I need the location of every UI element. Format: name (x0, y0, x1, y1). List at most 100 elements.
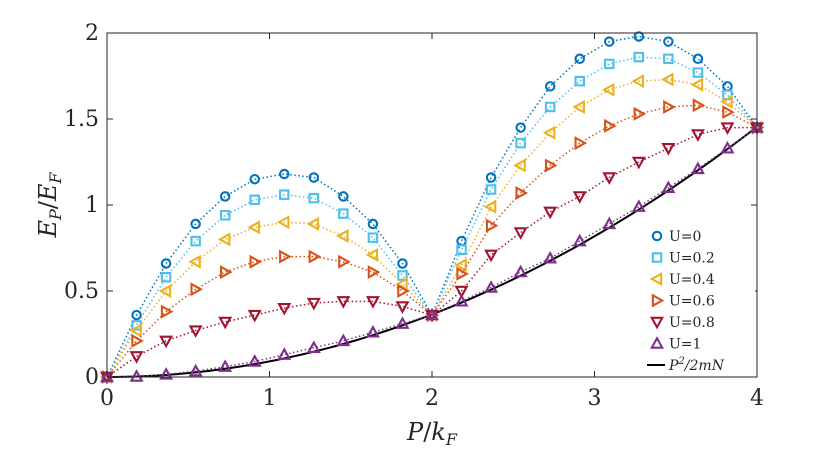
data-point (483, 199, 497, 214)
data-point (425, 307, 439, 321)
legend-marker (651, 230, 663, 242)
legend-item: U=0.8 (650, 315, 715, 331)
series-group (99, 31, 765, 385)
data-point (456, 266, 469, 281)
data-point (513, 264, 528, 278)
data-point (219, 265, 233, 280)
data-point (336, 333, 351, 347)
data-point (454, 285, 469, 299)
legend-label: U=1 (669, 337, 701, 353)
data-point (574, 75, 585, 87)
x-tick-label: 1 (263, 386, 277, 411)
data-point (336, 296, 351, 309)
data-point (308, 172, 320, 183)
data-point (485, 218, 499, 233)
data-point (129, 351, 144, 364)
legend-item: U=0.4 (649, 272, 715, 288)
data-point (604, 58, 615, 70)
data-point (454, 293, 469, 307)
data-point (190, 282, 204, 297)
data-point (574, 136, 588, 151)
data-point (602, 172, 617, 185)
series-5 (100, 120, 764, 383)
data-point (306, 340, 321, 353)
legend-item: U=0 (651, 229, 701, 245)
legend-marker (649, 272, 663, 286)
data-point (397, 270, 408, 281)
data-point (601, 82, 615, 97)
data-point (129, 323, 142, 338)
legend-label: U=0.8 (669, 315, 715, 331)
data-point (692, 67, 704, 78)
data-point (485, 184, 497, 195)
data-point (692, 98, 706, 113)
data-point (633, 31, 645, 42)
data-point (219, 191, 231, 202)
data-point (217, 232, 231, 247)
series-line (106, 126, 758, 378)
data-point (633, 51, 645, 63)
data-point (484, 280, 499, 293)
tick-labels: 0 1 2 3 4 0 0.5 1 1.5 2 (64, 21, 764, 411)
data-point (542, 125, 556, 140)
data-point (279, 189, 290, 200)
data-point (188, 254, 201, 269)
data-point (100, 369, 114, 383)
data-point (722, 105, 735, 120)
data-point (249, 254, 263, 269)
data-point (572, 191, 587, 204)
data-point (456, 244, 467, 255)
legend-item: U=1 (650, 336, 701, 353)
y-tick-label: 1.5 (64, 107, 99, 132)
data-point (543, 250, 558, 264)
data-point (247, 309, 262, 323)
data-point (660, 72, 674, 87)
data-point (720, 140, 735, 154)
data-point (190, 235, 201, 247)
data-point (690, 129, 705, 142)
data-point (604, 118, 617, 133)
data-point (160, 304, 174, 319)
data-point (572, 99, 585, 114)
data-point (631, 199, 646, 212)
data-point (308, 192, 320, 204)
legend-marker (650, 316, 664, 330)
data-point (543, 206, 558, 220)
x-tick-label: 0 (100, 386, 114, 411)
data-point (306, 297, 321, 311)
data-point (159, 367, 174, 380)
data-point (308, 249, 322, 264)
data-point (692, 53, 704, 65)
data-point (247, 220, 260, 235)
data-point (663, 53, 674, 65)
data-point (720, 94, 733, 109)
data-point (544, 81, 556, 92)
data-point (663, 99, 676, 114)
data-point (279, 249, 292, 264)
legend-marker (651, 252, 663, 263)
data-point (395, 301, 410, 314)
data-point (306, 216, 320, 231)
data-point (484, 249, 499, 263)
data-point (249, 173, 260, 185)
data-point (218, 316, 233, 330)
data-point (572, 233, 587, 247)
data-point (661, 143, 676, 156)
data-point (365, 324, 380, 338)
data-point (663, 36, 674, 47)
series-2 (99, 72, 763, 384)
legend-label: P2/2mN (668, 356, 725, 374)
data-point (129, 369, 144, 382)
data-point (365, 247, 379, 262)
data-point (249, 194, 260, 206)
data-point (397, 284, 410, 298)
data-point (367, 265, 381, 280)
x-axis-label: P/kF (406, 418, 458, 449)
series-line (106, 126, 757, 378)
data-point (188, 325, 203, 338)
data-point (633, 106, 647, 121)
data-point (277, 347, 292, 360)
data-point (247, 354, 262, 367)
data-point (131, 309, 142, 321)
data-point (690, 77, 704, 92)
